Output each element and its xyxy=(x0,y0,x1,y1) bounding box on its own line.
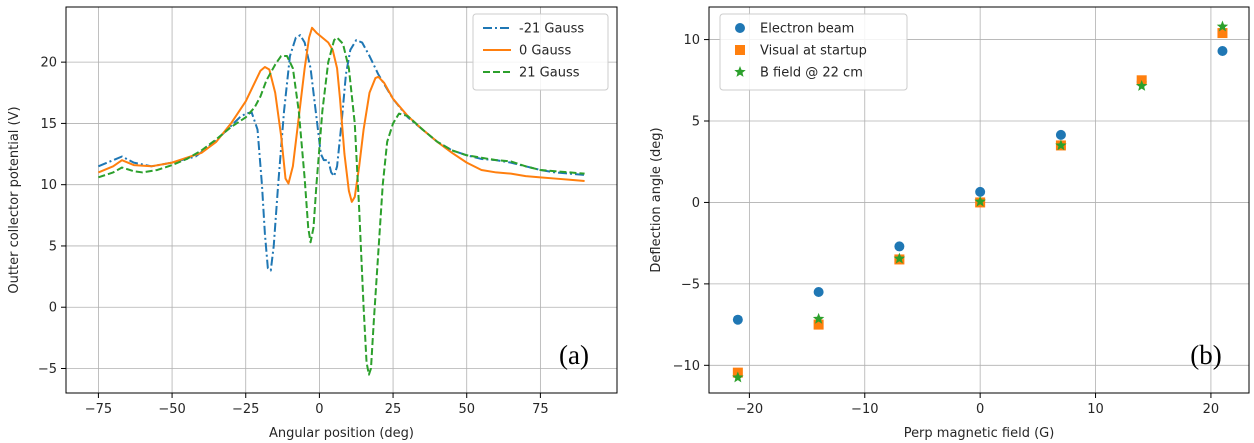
y-tick-label: −5 xyxy=(38,362,57,377)
y-tick-label: 20 xyxy=(40,56,57,71)
y-tick-label: −10 xyxy=(673,359,700,374)
data-point xyxy=(974,195,986,207)
x-tick-label: 50 xyxy=(458,402,475,417)
data-point xyxy=(1055,129,1066,140)
y-tick-label: 0 xyxy=(692,196,700,211)
data-point xyxy=(813,287,824,298)
data-point xyxy=(893,252,906,264)
data-point xyxy=(732,314,743,325)
ylabel-a: Outter collector potential (V) xyxy=(7,106,22,293)
series-line-3 xyxy=(98,36,585,376)
legend-label: 21 Gauss xyxy=(519,66,580,81)
series-a xyxy=(98,26,585,376)
series-line-2 xyxy=(98,26,585,203)
x-tick-label: −10 xyxy=(851,402,878,417)
y-tick-label: 5 xyxy=(692,115,700,130)
data-point xyxy=(1217,28,1228,39)
y-tick-label: 15 xyxy=(40,117,57,132)
x-tick-label: 25 xyxy=(385,402,402,417)
series-line-1 xyxy=(98,34,585,272)
data-point xyxy=(1055,139,1067,151)
series-markers-3 xyxy=(732,20,1229,383)
legend-label: B field @ 22 cm xyxy=(760,66,863,81)
grid-a xyxy=(66,7,617,393)
y-tick-label: 0 xyxy=(49,301,57,316)
xlabel-a: Angular position (deg) xyxy=(269,426,414,441)
panel-label-a: (a) xyxy=(559,340,589,370)
legend-label: Visual at startup xyxy=(760,44,867,59)
data-point xyxy=(894,241,905,252)
y-tick-label: 5 xyxy=(49,239,57,254)
legend-label: -21 Gauss xyxy=(519,22,584,37)
data-point xyxy=(813,319,824,330)
legend-swatch xyxy=(735,23,745,33)
x-tick-label: 0 xyxy=(315,402,323,417)
x-tick-label: −25 xyxy=(232,402,259,417)
legend-swatch xyxy=(734,66,746,77)
x-tick-label: −20 xyxy=(736,402,763,417)
ylabel-b: Deflection angle (deg) xyxy=(649,127,664,272)
ticks-b: −20 −10 0 10 20 −10 −5 0 5 10 xyxy=(673,33,1220,417)
x-tick-label: 20 xyxy=(1203,402,1220,417)
data-point xyxy=(732,371,744,383)
x-tick-label: −50 xyxy=(158,402,185,417)
y-tick-label: 10 xyxy=(683,33,700,48)
chart-b: −20 −10 0 10 20 −10 −5 0 5 10 Perp magnetic field… xyxy=(649,6,1250,441)
axes-frame-a xyxy=(65,6,618,394)
x-tick-label: −75 xyxy=(85,402,112,417)
legend-swatch xyxy=(735,45,745,55)
data-point xyxy=(1217,45,1228,56)
y-tick-label: 10 xyxy=(40,178,57,193)
xlabel-b: Perp magnetic field (G) xyxy=(904,426,1055,441)
data-point xyxy=(812,312,825,324)
legend-box xyxy=(719,13,908,91)
legend-label: Electron beam xyxy=(760,22,854,37)
legend-b: Electron beam Visual at startup B field @ … xyxy=(719,13,908,91)
legend-a: -21 Gauss 0 Gauss 21 Gauss xyxy=(472,13,609,91)
x-tick-label: 0 xyxy=(976,402,984,417)
x-tick-label: 75 xyxy=(532,402,549,417)
legend-label: 0 Gauss xyxy=(519,44,571,59)
series-b xyxy=(732,20,1229,383)
data-point xyxy=(975,186,986,197)
x-tick-label: 10 xyxy=(1087,402,1104,417)
y-tick-label: −5 xyxy=(681,277,700,292)
data-point xyxy=(1216,20,1229,32)
axes-frame-b xyxy=(708,6,1250,394)
data-point xyxy=(1135,79,1148,91)
panel-label-b: (b) xyxy=(1190,340,1221,370)
